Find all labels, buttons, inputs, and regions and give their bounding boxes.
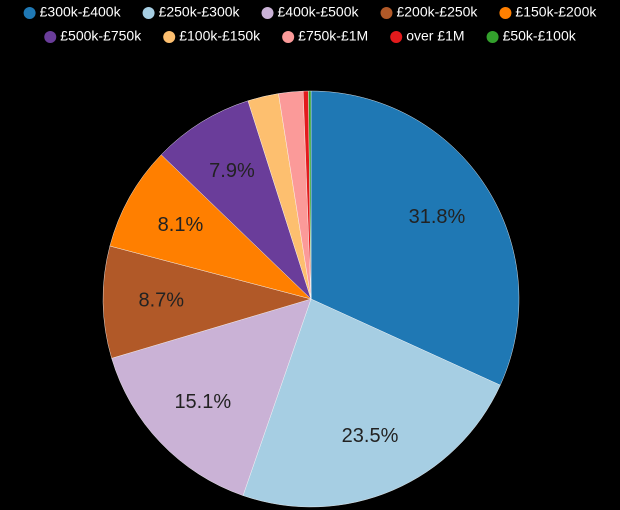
legend-label: over £1M: [406, 28, 464, 44]
legend-item: £250k-£300k: [142, 4, 241, 20]
legend-item: £100k-£150k: [163, 28, 261, 44]
legend-label: £300k-£400k: [40, 4, 122, 20]
legend-item: £50k-£100k: [486, 28, 577, 44]
legend-item: £150k-£200k: [499, 4, 597, 20]
legend-swatch: [44, 31, 57, 43]
slice-label: 7.9%: [209, 160, 255, 182]
legend-swatch: [380, 7, 393, 19]
legend-item: £200k-£250k: [380, 4, 478, 20]
legend-swatch: [390, 31, 403, 43]
legend-label: £100k-£150k: [179, 28, 261, 44]
legend-item: £300k-£400k: [23, 4, 122, 20]
pie-slice: [102, 245, 312, 359]
legend-label: £200k-£250k: [396, 4, 478, 20]
slice-label: 8.7%: [138, 290, 184, 312]
legend-swatch: [499, 7, 512, 19]
legend-swatch: [486, 31, 499, 43]
legend-label: £250k-£300k: [159, 4, 241, 20]
legend-swatch: [23, 7, 36, 19]
legend-swatch: [282, 31, 295, 43]
pie-slice: [242, 298, 501, 508]
legend-label: £400k-£500k: [278, 4, 360, 20]
legend-label: £750k-£1M: [298, 28, 368, 44]
slice-label: 8.1%: [158, 214, 204, 236]
slice-label: 23.5%: [342, 425, 399, 447]
pie-slice: [111, 298, 312, 496]
legend-swatch: [142, 7, 155, 19]
legend-label: £500k-£750k: [60, 28, 142, 44]
pie-slice: [160, 100, 312, 300]
pie-slice: [308, 90, 312, 300]
pie-slice: [310, 90, 520, 386]
legend-label: £150k-£200k: [515, 4, 597, 20]
legend-swatch: [163, 31, 176, 43]
legend-item: £750k-£1M: [282, 28, 368, 44]
legend-swatch: [261, 7, 274, 19]
pie-slice: [109, 154, 312, 300]
legend-item: £400k-£500k: [261, 4, 360, 20]
legend-label: £50k-£100k: [503, 28, 577, 44]
legend-item: over £1M: [390, 28, 465, 44]
legend-item: £500k-£750k: [44, 28, 142, 44]
slice-label: 31.8%: [409, 206, 466, 228]
slice-label: 15.1%: [174, 391, 231, 413]
